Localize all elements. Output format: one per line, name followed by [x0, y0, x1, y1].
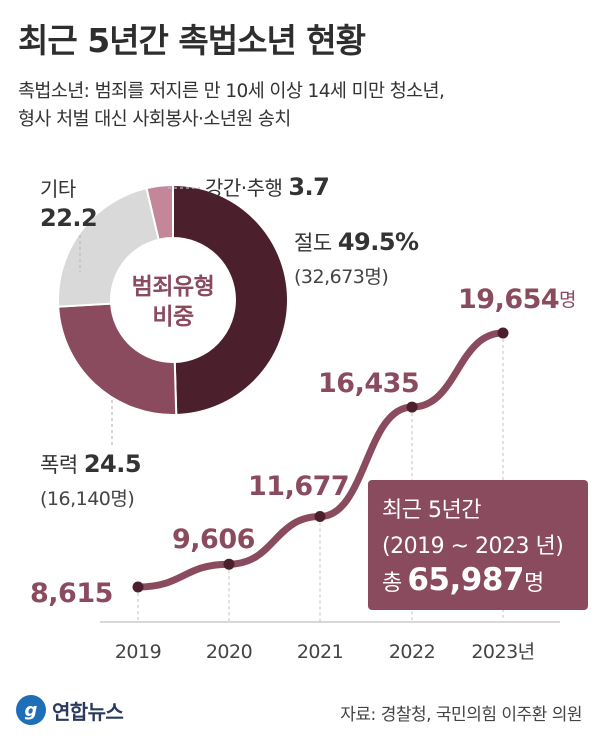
x-tick-label-2: 2021 [297, 641, 343, 663]
pie-label-violence: 폭력 24.5 [40, 450, 141, 478]
pie-label-assault-value: 3.7 [288, 173, 329, 201]
pie-slice-0 [172, 183, 289, 416]
pie-label-assault: 강간·추행 3.7 [205, 173, 329, 201]
line-point-1 [223, 558, 235, 570]
publisher-logo: g 연합뉴스 [16, 695, 124, 725]
line-value-label-3: 16,435 [318, 368, 419, 399]
line-series [134, 329, 507, 591]
pie-label-other-name: 기타 [40, 177, 76, 201]
subtitle: 촉법소년: 범죄를 저지른 만 10세 이상 14세 미만 청소년, 형사 처벌… [18, 78, 445, 134]
line-point-2 [314, 511, 326, 523]
line-point-3 [406, 401, 418, 413]
pie-label-theft: 절도 49.5% [294, 228, 419, 256]
line-value-label-2: 11,677 [248, 471, 349, 502]
total-period-label: 최근 5년간 [382, 498, 481, 523]
x-tick-label-4: 2023년 [471, 641, 534, 663]
pie-label-violence-name: 폭력 [40, 453, 84, 477]
logo-name: 연합뉴스 [52, 699, 124, 724]
pie-slice-3 [145, 183, 174, 241]
total-value: 65,987 [407, 562, 524, 598]
pie-label-violence-count: (16,140명) [40, 488, 134, 510]
pie-label-theft-count: (32,673명) [294, 266, 388, 288]
pie-center-label-2: 비중 [152, 304, 194, 330]
total-value-row: 총 65,987명 [382, 562, 588, 598]
source-note: 자료: 경찰청, 국민의힘 이주환 의원 [340, 705, 582, 725]
line-value-unit: 명 [559, 289, 576, 311]
total-box: 최근 5년간 (2019 ~ 2023 년) 총 65,987명 [368, 480, 588, 610]
total-unit: 명 [523, 571, 545, 596]
line-point-4 [497, 327, 509, 339]
line-point-0 [132, 581, 144, 593]
line-value-label-4: 19,654 [458, 284, 559, 315]
line-value-label-1: 9,606 [172, 524, 255, 555]
total-years-label: (2019 ~ 2023 년) [382, 534, 564, 559]
pie-label-other-value: 22.2 [40, 204, 97, 232]
pie-label-theft-name: 절도 [294, 231, 338, 255]
x-tick-label-0: 2019 [115, 641, 161, 663]
x-tick-label-3: 2022 [389, 641, 435, 663]
x-tick-label-1: 2020 [206, 641, 252, 663]
subtitle-line-2: 형사 처벌 대신 사회봉사·소년원 송치 [18, 109, 291, 130]
pie-label-theft-value: 49.5% [338, 228, 419, 256]
pie-center-label-1: 범죄유형 [132, 274, 215, 300]
subtitle-line-1: 촉법소년: 범죄를 저지른 만 10세 이상 14세 미만 청소년, [18, 81, 445, 102]
pie-label-violence-value: 24.5 [84, 450, 141, 478]
pie-slice-1 [57, 302, 178, 416]
total-prefix: 총 [382, 571, 403, 596]
pie-label-assault-name: 강간·추행 [205, 176, 288, 200]
logo-mark-icon: g [16, 695, 46, 725]
line-value-label-0: 8,615 [30, 578, 113, 609]
page-title: 최근 5년간 촉법소년 현황 [18, 21, 366, 60]
